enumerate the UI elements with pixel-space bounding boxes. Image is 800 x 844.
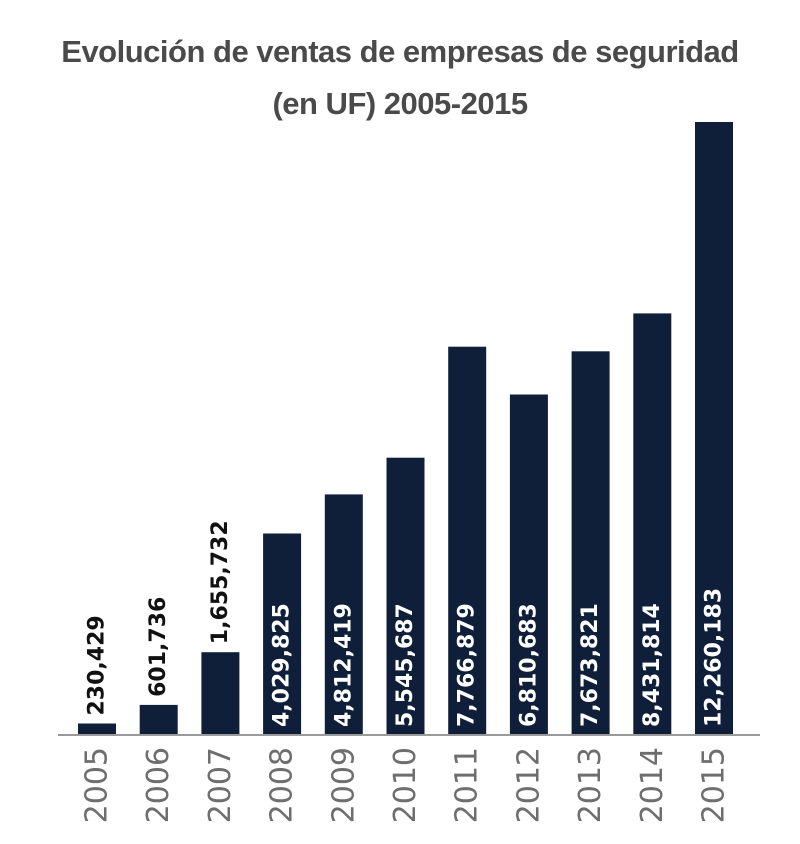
x-tick-labels-group: 2005 2006 2007 2008 2009 2010 2011 2012 2013 2014…	[80, 747, 732, 823]
x-tick-label-2007: 2007	[203, 747, 238, 823]
x-tick-label-2015: 2015	[697, 747, 732, 823]
bar-2006	[139, 704, 178, 735]
x-tick-label-2012: 2012	[511, 747, 546, 823]
data-label-2010: 5,545,687	[393, 603, 418, 727]
bar-2011	[448, 346, 487, 735]
data-labels-group: 230,429 601,736 1,655,732 4,029,825 4,812,41…	[85, 520, 727, 727]
bar-2008	[263, 533, 302, 735]
data-label-2015: 12,260,183	[702, 588, 727, 727]
x-tick-label-2009: 2009	[326, 747, 361, 823]
data-label-2008: 4,029,825	[270, 603, 295, 727]
bars-group	[78, 122, 733, 735]
bar-2010	[386, 457, 425, 735]
x-tick-label-2005: 2005	[80, 747, 115, 823]
data-label-2014: 8,431,814	[640, 603, 665, 727]
x-tick-label-2011: 2011	[450, 747, 485, 823]
data-label-2012: 6,810,683	[516, 603, 541, 727]
x-tick-label-2010: 2010	[388, 747, 423, 823]
bar-2007	[201, 652, 240, 735]
bar-2015	[695, 122, 733, 735]
x-tick-label-2014: 2014	[635, 747, 670, 823]
data-label-2011: 7,766,879	[455, 603, 480, 727]
bar-2014	[633, 313, 672, 735]
data-label-2006: 601,736	[146, 597, 171, 697]
bar-2005	[78, 723, 116, 735]
data-label-2007: 1,655,732	[208, 520, 233, 644]
data-label-2013: 7,673,821	[578, 603, 603, 727]
bar-2013	[571, 351, 610, 735]
chart-title-line-1: Evolución de ventas de empresas de segur…	[61, 34, 739, 69]
x-tick-label-2006: 2006	[141, 747, 176, 823]
x-tick-label-2008: 2008	[265, 747, 300, 823]
data-label-2009: 4,812,419	[331, 603, 356, 727]
chart-title-line-2: (en UF) 2005-2015	[272, 86, 528, 121]
data-label-2005: 230,429	[85, 615, 110, 715]
bar-2012	[509, 394, 548, 735]
bar-2009	[324, 494, 363, 735]
x-tick-label-2013: 2013	[573, 747, 608, 823]
